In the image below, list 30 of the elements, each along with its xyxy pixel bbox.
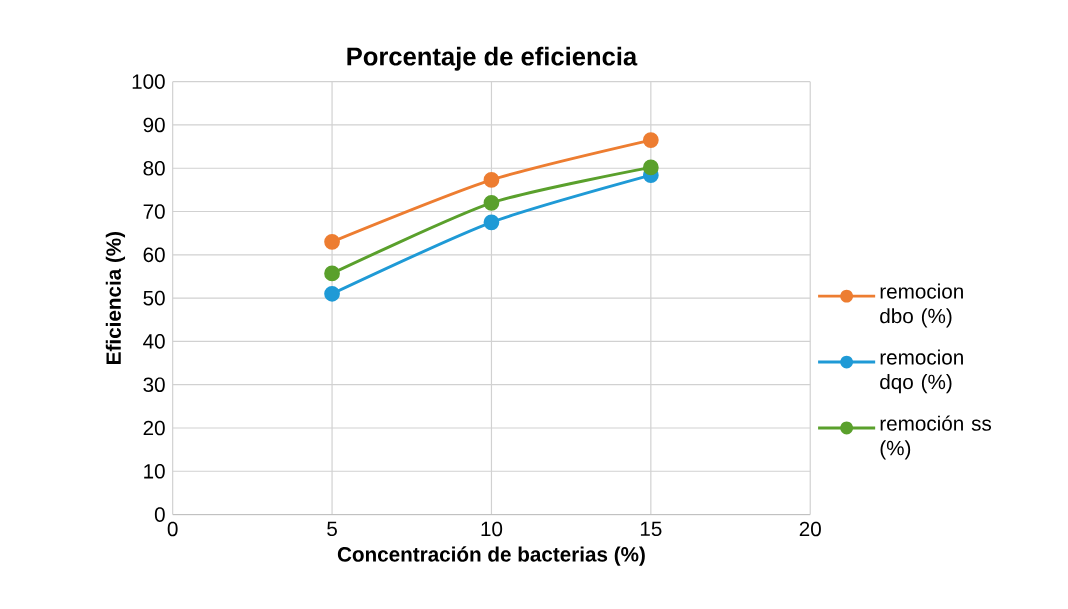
y-tick-label: 40 <box>143 334 165 349</box>
x-tick-label: 15 <box>640 521 662 537</box>
y-axis-title: Eficiencia (%) <box>105 232 126 364</box>
y-tick-label: 100 <box>132 74 165 89</box>
x-tick-label: 0 <box>167 521 178 537</box>
point <box>324 285 340 302</box>
x-axis-title: Concentración de bacterias (%) <box>337 546 645 566</box>
point <box>642 159 659 176</box>
x-tick-label: 20 <box>799 521 821 537</box>
x-tick-label: 5 <box>327 521 337 537</box>
point <box>483 214 500 231</box>
point <box>324 233 340 250</box>
y-tick-label: 0 <box>154 507 165 522</box>
y-tick-label: 60 <box>143 247 165 263</box>
y-tick-label: 80 <box>143 160 165 176</box>
y-tick-label: 10 <box>144 463 165 479</box>
legend-label: remoción ss (%) <box>880 415 992 460</box>
y-tick-label: 50 <box>143 290 165 306</box>
point <box>324 265 340 282</box>
chart-title: Porcentaje de eficiencia <box>347 46 638 71</box>
point <box>483 195 500 211</box>
y-tick-label: 70 <box>143 204 165 219</box>
y-tick-label: 90 <box>143 117 165 133</box>
y-tick-label: 20 <box>143 420 165 436</box>
legend-label: remocion dbo (%) <box>880 283 963 328</box>
x-tick-label: 10 <box>481 521 503 537</box>
y-tick-label: 30 <box>143 377 165 393</box>
point <box>483 172 500 188</box>
point <box>642 132 659 148</box>
legend-label: remocion dqo (%) <box>880 349 963 394</box>
